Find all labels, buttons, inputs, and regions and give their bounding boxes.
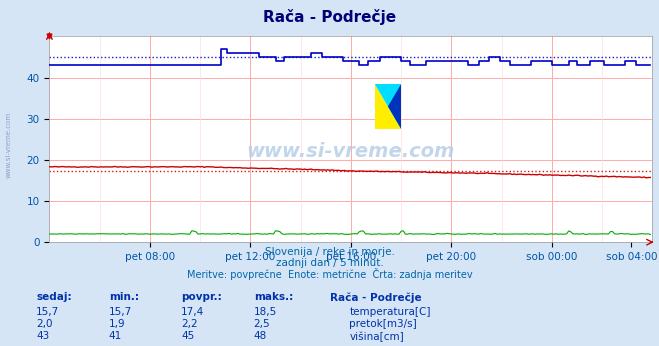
Polygon shape <box>375 84 401 129</box>
Text: zadnji dan / 5 minut.: zadnji dan / 5 minut. <box>275 258 384 268</box>
Text: 45: 45 <box>181 331 194 342</box>
Text: povpr.:: povpr.: <box>181 292 222 302</box>
Text: 17,4: 17,4 <box>181 307 204 317</box>
Text: maks.:: maks.: <box>254 292 293 302</box>
Text: 18,5: 18,5 <box>254 307 277 317</box>
Text: 1,9: 1,9 <box>109 319 125 329</box>
Text: 2,0: 2,0 <box>36 319 53 329</box>
Text: Rača - Podrečje: Rača - Podrečje <box>263 9 396 25</box>
Text: pretok[m3/s]: pretok[m3/s] <box>349 319 417 329</box>
Text: 43: 43 <box>36 331 49 342</box>
Text: temperatura[C]: temperatura[C] <box>349 307 431 317</box>
Polygon shape <box>388 84 401 129</box>
Text: 41: 41 <box>109 331 122 342</box>
Text: 2,5: 2,5 <box>254 319 270 329</box>
Text: 48: 48 <box>254 331 267 342</box>
Text: Rača - Podrečje: Rača - Podrečje <box>330 292 421 303</box>
Text: www.si-vreme.com: www.si-vreme.com <box>246 142 455 161</box>
Text: 2,2: 2,2 <box>181 319 198 329</box>
Polygon shape <box>375 84 401 129</box>
Text: Slovenija / reke in morje.: Slovenija / reke in morje. <box>264 247 395 257</box>
Text: višina[cm]: višina[cm] <box>349 331 404 342</box>
Text: min.:: min.: <box>109 292 139 302</box>
Text: 15,7: 15,7 <box>109 307 132 317</box>
Text: sedaj:: sedaj: <box>36 292 72 302</box>
Text: Meritve: povprečne  Enote: metrične  Črta: zadnja meritev: Meritve: povprečne Enote: metrične Črta:… <box>186 268 473 280</box>
Text: www.si-vreme.com: www.si-vreme.com <box>5 112 11 179</box>
Text: 15,7: 15,7 <box>36 307 59 317</box>
